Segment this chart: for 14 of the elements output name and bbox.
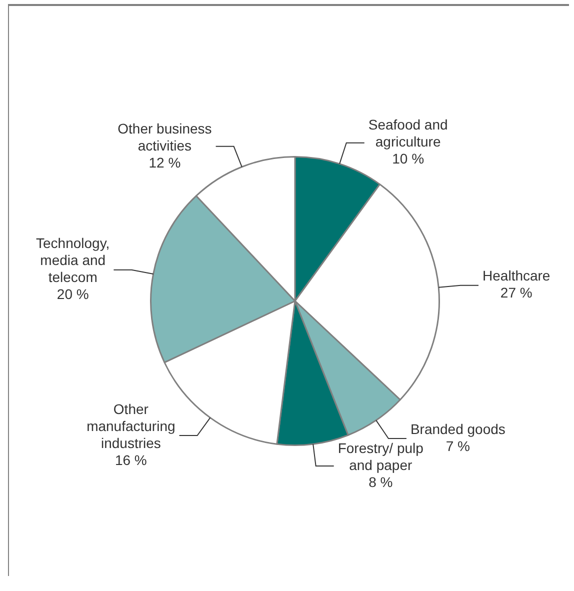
slice-label: Seafood and agriculture (368, 116, 448, 150)
data-label: 20 % (56, 286, 89, 302)
data-label: 10 % (392, 150, 424, 167)
data-label: 8 % (368, 474, 393, 490)
slice-label: Other business activities (118, 120, 212, 154)
data-label: 16 % (114, 452, 147, 468)
slice-label: Forestry/ pulp and paper (338, 440, 424, 473)
slice-label: Technology, media and telecom (36, 235, 110, 286)
slice-label: Healthcare (482, 268, 550, 284)
data-label: 12 % (148, 154, 181, 170)
slice-label: Other manufacturing industries (86, 400, 176, 451)
data-label: 7 % (446, 438, 470, 454)
slice-label: Branded goods (410, 420, 506, 437)
data-label: 27 % (500, 284, 532, 301)
